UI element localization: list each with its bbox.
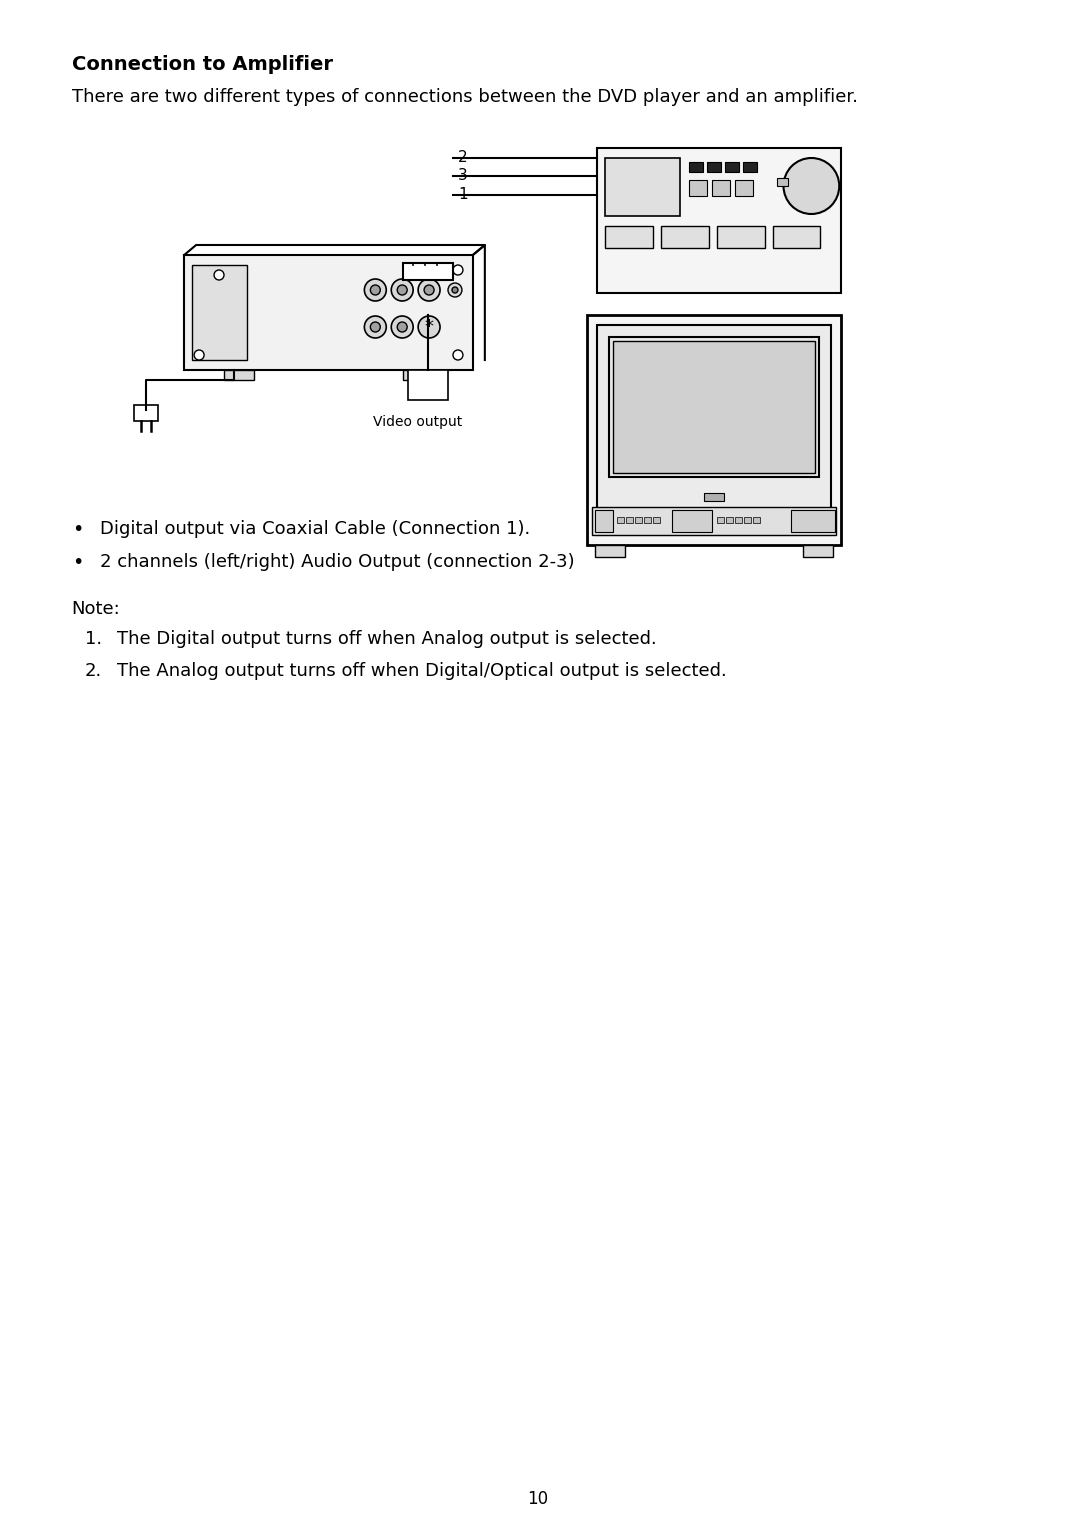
Text: There are two different types of connections between the DVD player and an ampli: There are two different types of connect…	[71, 87, 858, 106]
Bar	[717, 227, 765, 248]
Bar	[635, 516, 643, 522]
Text: 2.: 2.	[84, 662, 102, 680]
Bar	[597, 325, 832, 535]
Circle shape	[418, 279, 440, 300]
Text: *: *	[424, 319, 433, 336]
Circle shape	[453, 349, 463, 360]
Bar	[588, 316, 841, 545]
Text: 1: 1	[458, 187, 468, 202]
Text: The Analog output turns off when Digital/Optical output is selected.: The Analog output turns off when Digital…	[118, 662, 727, 680]
Bar	[706, 162, 720, 172]
Text: Note:: Note:	[71, 601, 121, 617]
Bar	[592, 507, 836, 535]
Text: •: •	[71, 553, 83, 571]
Bar	[704, 493, 724, 501]
Bar	[224, 371, 254, 380]
Bar	[792, 510, 835, 532]
Bar	[185, 254, 473, 371]
Circle shape	[448, 283, 462, 297]
Text: Video output: Video output	[374, 415, 462, 429]
Bar	[192, 265, 247, 360]
Circle shape	[453, 265, 463, 276]
Bar	[403, 371, 433, 380]
Circle shape	[397, 322, 407, 332]
Circle shape	[370, 285, 380, 296]
Bar	[734, 516, 742, 522]
Bar	[597, 149, 841, 293]
Bar	[605, 227, 653, 248]
Circle shape	[391, 279, 414, 300]
Circle shape	[783, 158, 839, 214]
Bar	[595, 545, 625, 558]
Bar	[595, 510, 613, 532]
Bar	[644, 516, 651, 522]
Circle shape	[194, 349, 204, 360]
Circle shape	[424, 285, 434, 296]
Bar	[618, 516, 624, 522]
Bar	[734, 179, 753, 196]
Bar	[403, 264, 453, 280]
Bar	[661, 227, 708, 248]
Text: 10: 10	[527, 1491, 549, 1507]
Text: The Digital output turns off when Analog output is selected.: The Digital output turns off when Analog…	[118, 630, 658, 648]
Text: 2: 2	[458, 150, 468, 165]
Circle shape	[391, 316, 414, 339]
Bar	[408, 371, 448, 400]
Bar	[689, 179, 706, 196]
Bar	[134, 404, 159, 421]
Bar	[613, 342, 815, 473]
Circle shape	[214, 270, 224, 280]
Circle shape	[364, 279, 387, 300]
Text: 1.: 1.	[84, 630, 102, 648]
Bar	[743, 162, 757, 172]
Text: 3: 3	[458, 169, 468, 182]
Bar	[725, 162, 739, 172]
Circle shape	[370, 322, 380, 332]
Bar	[712, 179, 730, 196]
Text: Digital output via Coaxial Cable (Connection 1).: Digital output via Coaxial Cable (Connec…	[99, 519, 530, 538]
Bar	[753, 516, 759, 522]
Bar	[717, 516, 724, 522]
Circle shape	[397, 285, 407, 296]
Text: 2 channels (left/right) Audio Output (connection 2-3): 2 channels (left/right) Audio Output (co…	[99, 553, 575, 571]
Bar	[605, 158, 680, 216]
Bar	[672, 510, 712, 532]
Text: Connection to Amplifier: Connection to Amplifier	[71, 55, 333, 74]
Bar	[609, 337, 820, 476]
Bar	[726, 516, 732, 522]
Circle shape	[453, 286, 458, 293]
Bar	[653, 516, 660, 522]
Bar	[689, 162, 703, 172]
Bar	[626, 516, 633, 522]
Bar	[777, 178, 788, 185]
Circle shape	[364, 316, 387, 339]
Bar	[804, 545, 834, 558]
Bar	[772, 227, 821, 248]
Circle shape	[418, 316, 440, 339]
Bar	[744, 516, 751, 522]
Text: •: •	[71, 519, 83, 539]
